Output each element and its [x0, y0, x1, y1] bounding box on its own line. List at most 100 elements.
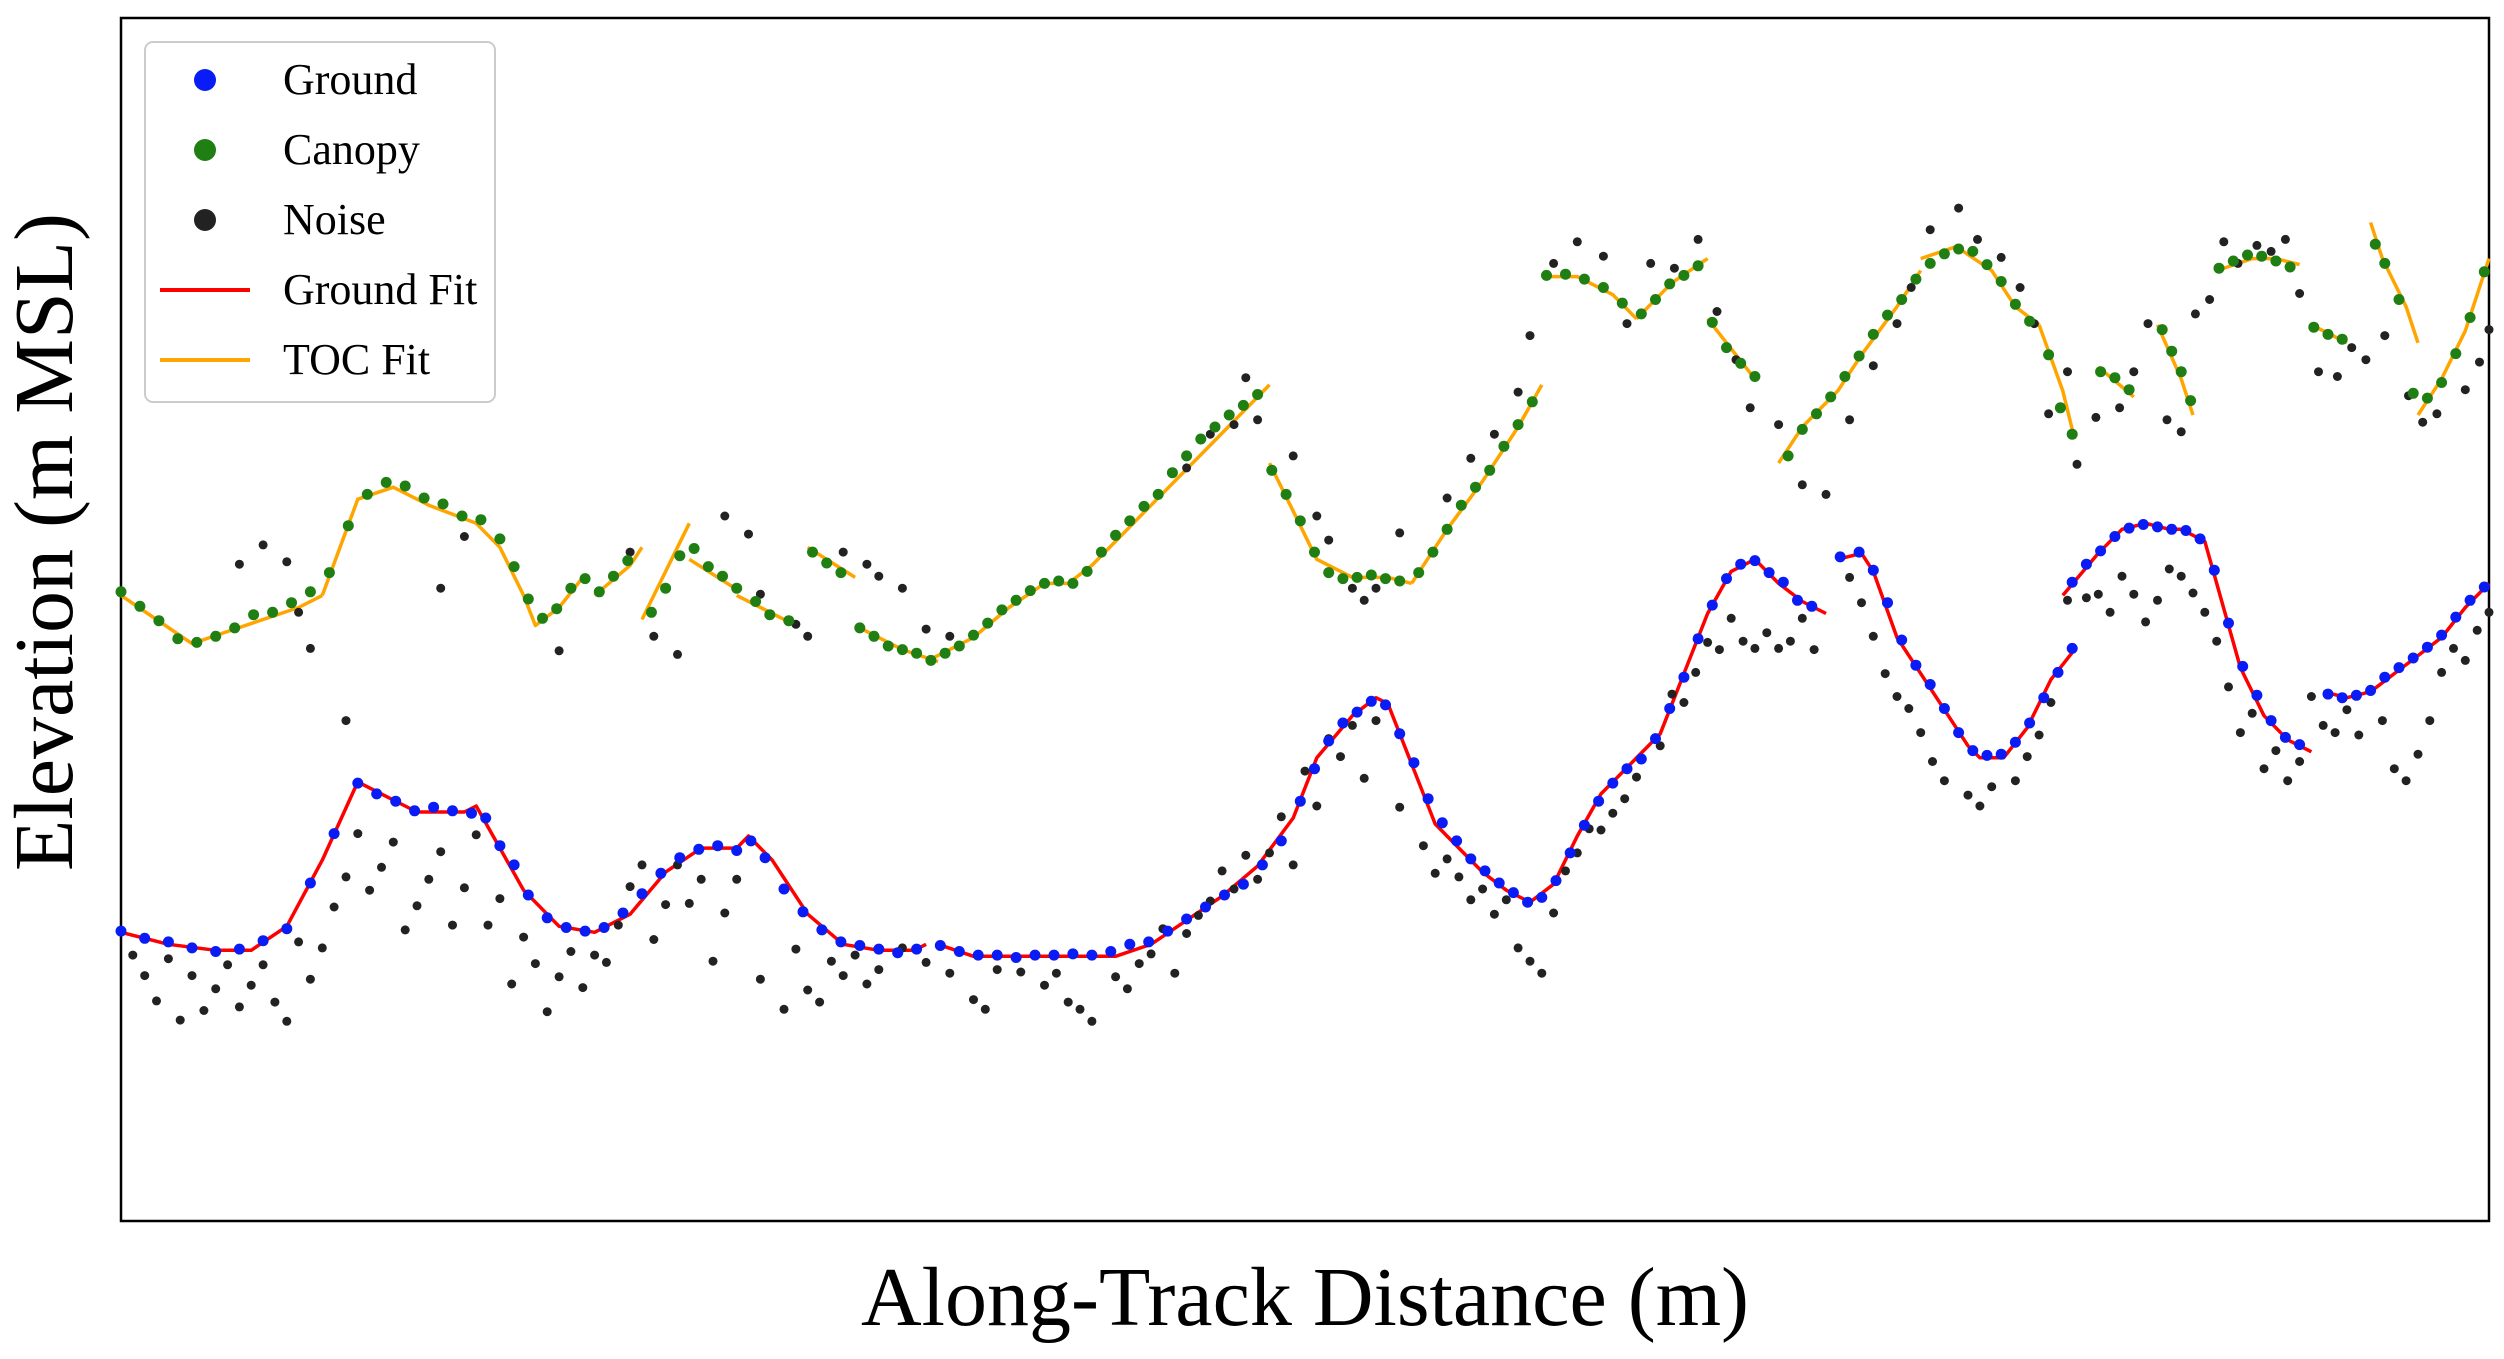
ground-point — [1309, 763, 1320, 775]
ground-point — [210, 946, 222, 957]
points-layer — [115, 203, 2494, 1026]
noise-point — [779, 1004, 789, 1014]
ground-point — [1721, 573, 1732, 585]
ground-point — [1105, 946, 1117, 957]
noise-point — [1925, 225, 1935, 235]
noise-point — [294, 607, 304, 617]
noise-point — [2347, 343, 2357, 353]
noise-point — [2475, 357, 2484, 367]
canopy-point — [1024, 585, 1036, 597]
ground-point — [2336, 692, 2348, 704]
canopy-point — [304, 586, 316, 598]
noise-point — [1371, 716, 1381, 726]
ground-point — [934, 940, 946, 951]
ground-point — [2421, 641, 2433, 653]
legend-label-ground-fit: Ground Fit — [283, 265, 477, 314]
canopy-point — [2407, 387, 2419, 399]
canopy-point — [1664, 278, 1676, 290]
ground-point — [1578, 819, 1590, 831]
ground-point — [115, 925, 127, 937]
ground-point — [1749, 555, 1761, 567]
ground-point — [2152, 521, 2163, 533]
noise-point — [744, 529, 753, 539]
canopy-point — [579, 573, 591, 585]
ground-point — [447, 805, 458, 817]
noise-point — [874, 571, 884, 581]
noise-point — [1667, 689, 1677, 699]
noise-point — [1324, 535, 1334, 545]
canopy-point — [2393, 294, 2405, 305]
ground-point — [2109, 531, 2121, 542]
ground-point — [1882, 597, 1893, 609]
noise-point — [1217, 866, 1227, 876]
noise-point — [2117, 571, 2127, 581]
canopy-point — [1484, 464, 1496, 476]
noise-point — [1785, 636, 1795, 646]
canopy-point — [248, 609, 260, 621]
noise-point — [1892, 692, 1902, 701]
canopy-point — [674, 550, 686, 562]
noise-point — [850, 950, 860, 960]
ground-point — [1200, 901, 1211, 913]
ground-point — [972, 949, 984, 961]
noise-point — [1714, 645, 1724, 655]
ground-point — [2095, 545, 2107, 557]
canopy-point — [1867, 328, 1879, 340]
noise-point — [1549, 258, 1559, 268]
ground-point — [1237, 878, 1249, 890]
noise-point — [1300, 766, 1310, 776]
canopy-point — [2308, 321, 2320, 333]
noise-point — [1312, 511, 1322, 521]
canopy-point — [2436, 377, 2448, 388]
ground-point — [1394, 728, 1406, 740]
ground-point — [1910, 659, 1922, 671]
noise-point — [2266, 246, 2276, 256]
ground-point — [1593, 795, 1605, 807]
ground-point — [1792, 594, 1803, 606]
canopy-point — [717, 570, 728, 582]
noise-point — [2205, 295, 2215, 304]
noise-point — [2153, 595, 2162, 605]
ground-point — [1621, 763, 1633, 775]
ground-point — [139, 932, 151, 944]
noise-point — [199, 1006, 209, 1015]
noise-point — [1229, 420, 1239, 430]
canopy-point — [1380, 573, 1391, 585]
noise-point — [459, 532, 469, 541]
noise-point — [211, 984, 221, 994]
noise-point — [495, 894, 505, 904]
noise-point — [223, 960, 233, 970]
canopy-point — [1578, 273, 1590, 285]
noise-point — [2034, 730, 2044, 740]
ground-point — [560, 922, 572, 933]
ground-point — [1664, 703, 1676, 714]
noise-point — [980, 1004, 990, 1014]
canopy-point — [1152, 488, 1164, 500]
canopy-point — [1541, 269, 1552, 281]
noise-point — [1513, 943, 1523, 953]
ground-point — [1692, 633, 1704, 645]
ground-point — [2080, 558, 2092, 570]
canopy-point — [1749, 371, 1761, 382]
ground-point — [2052, 666, 2064, 678]
noise-point — [2361, 355, 2371, 365]
noise-point — [566, 947, 576, 956]
noise-point — [969, 995, 978, 1005]
ground-point — [797, 906, 809, 918]
noise-point — [329, 902, 339, 912]
canopy-point — [1706, 316, 1718, 328]
canopy-point — [1351, 571, 1363, 583]
ground-fit-segment — [2322, 582, 2491, 700]
noise-point — [1276, 812, 1286, 822]
noise-point — [2162, 415, 2172, 425]
canopy-point — [1896, 294, 1908, 305]
canopy-point — [2156, 324, 2168, 336]
canopy-point — [1839, 371, 1851, 382]
noise-point — [2425, 716, 2435, 726]
noise-point — [2377, 716, 2387, 726]
canopy-point — [2109, 372, 2121, 384]
canopy-point — [2369, 238, 2381, 250]
ground-point — [1351, 706, 1363, 718]
canopy-point — [1237, 399, 1249, 411]
noise-point — [258, 960, 268, 970]
